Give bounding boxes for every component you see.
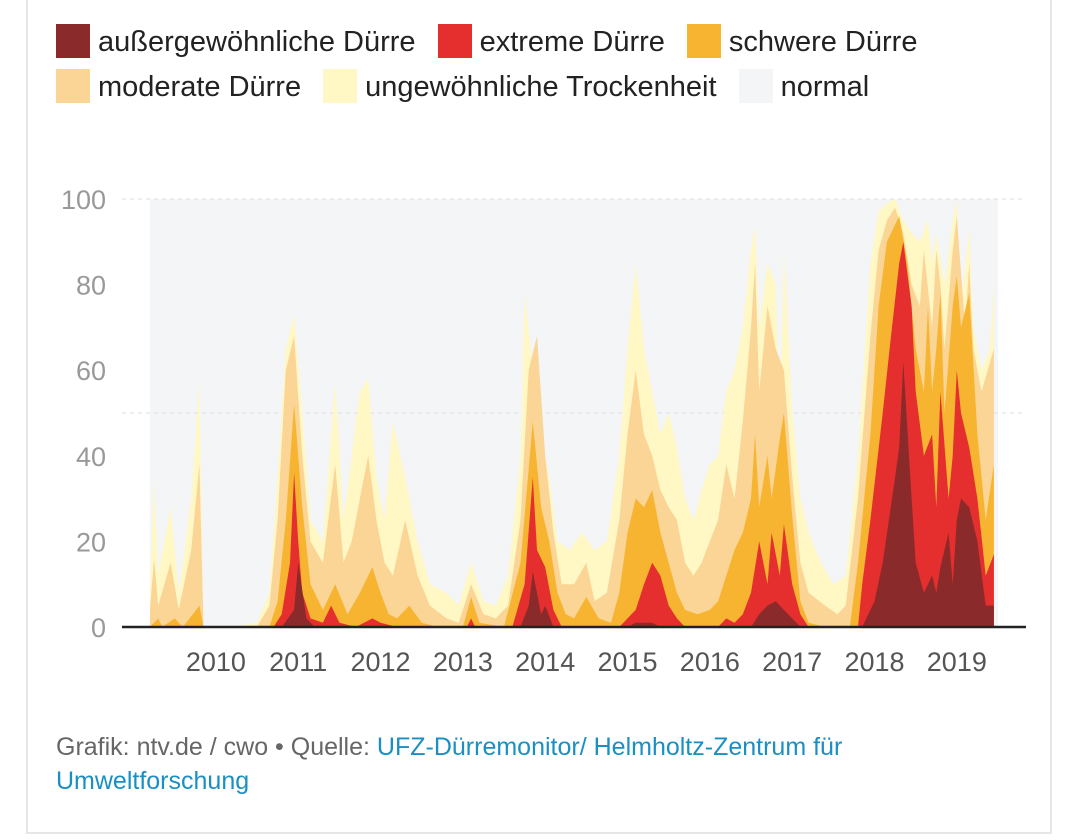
x-tick-label: 2012	[350, 647, 410, 677]
y-tick-label: 100	[61, 185, 106, 215]
legend-item: moderate Dürre	[56, 69, 302, 103]
x-tick-label: 2010	[186, 647, 246, 677]
legend-item: ungewöhnliche Trockenheit	[323, 69, 717, 103]
x-tick-label: 2017	[762, 647, 822, 677]
legend-item: normal	[738, 69, 870, 103]
area-series	[150, 199, 994, 628]
legend-swatch	[437, 24, 472, 58]
legend-label: außergewöhnliche Dürre	[98, 26, 416, 58]
legend-swatch	[738, 69, 773, 103]
legend-swatch	[686, 24, 721, 58]
x-tick-label: 2016	[680, 647, 740, 677]
y-tick-label: 60	[76, 356, 106, 386]
x-tick-label: 2014	[515, 647, 575, 677]
y-tick-label: 0	[91, 613, 106, 643]
y-axis-ticks: 0 20 40 60 80 100	[61, 185, 106, 643]
x-tick-label: 2013	[433, 647, 493, 677]
x-tick-label: 2019	[927, 647, 987, 677]
legend-swatch	[323, 69, 358, 103]
legend-label: extreme Dürre	[479, 26, 665, 58]
y-tick-label: 40	[76, 442, 106, 472]
footer-source-link[interactable]: UFZ-Dürremonitor/ Helmholtz-Zentrum für …	[56, 733, 843, 795]
x-tick-label: 2011	[269, 647, 327, 677]
footer-credit: Grafik: ntv.de / cwo • Quelle: UFZ-Dürre…	[56, 730, 996, 798]
x-tick-label: 2015	[597, 647, 657, 677]
legend-label: normal	[780, 71, 870, 103]
area-series-2	[150, 216, 994, 627]
legend-label: moderate Dürre	[98, 71, 302, 103]
legend-item: außergewöhnliche Dürre	[56, 24, 416, 58]
legend-swatch	[56, 24, 90, 58]
legend: außergewöhnliche Dürre extreme Dürre schwe…	[56, 20, 956, 110]
legend-swatch	[56, 69, 90, 103]
y-tick-label: 20	[76, 527, 106, 557]
footer-prefix: Grafik: ntv.de / cwo • Quelle:	[56, 733, 377, 761]
legend-item: extreme Dürre	[437, 24, 665, 58]
area-series-0	[150, 361, 994, 627]
x-tick-label: 2018	[844, 647, 904, 677]
legend-label: schwere Dürre	[728, 26, 918, 58]
y-tick-label: 80	[76, 271, 106, 301]
legend-label: ungewöhnliche Trockenheit	[365, 71, 717, 103]
x-axis-ticks: 2010 2011 2012 2013 2014 2015 2016 2017 2018 2019	[186, 647, 987, 677]
legend-item: schwere Dürre	[686, 24, 918, 58]
